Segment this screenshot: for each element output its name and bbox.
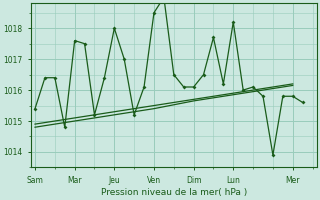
X-axis label: Pression niveau de la mer( hPa ): Pression niveau de la mer( hPa )	[101, 188, 247, 197]
